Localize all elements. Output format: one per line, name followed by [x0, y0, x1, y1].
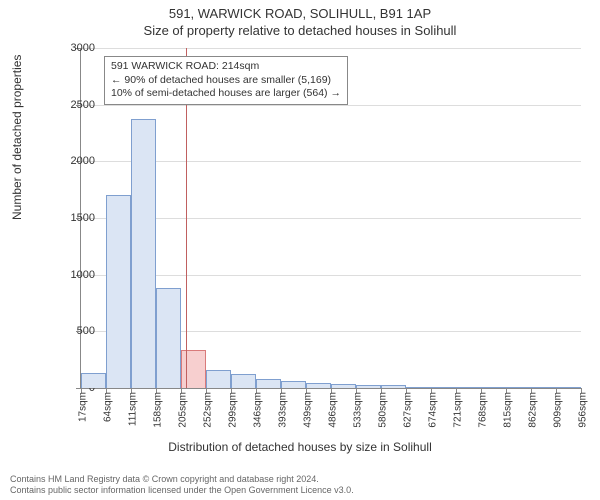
annotation-line: 10% of semi-detached houses are larger (… — [111, 87, 341, 101]
histogram-bar — [406, 387, 431, 388]
xtick-label: 158sqm — [153, 392, 164, 428]
annotation-line: ← 90% of detached houses are smaller (5,… — [111, 74, 341, 88]
y-axis-label: Number of detached properties — [10, 55, 24, 220]
title-address: 591, WARWICK ROAD, SOLIHULL, B91 1AP — [0, 0, 600, 21]
gridline — [81, 218, 581, 219]
xtick-label: 721sqm — [453, 392, 464, 428]
xtick-label: 64sqm — [103, 392, 114, 422]
xtick-label: 956sqm — [578, 392, 589, 428]
xtick-label: 674sqm — [428, 392, 439, 428]
annotation-line: 591 WARWICK ROAD: 214sqm — [111, 60, 341, 74]
xtick-label: 627sqm — [403, 392, 414, 428]
xtick-label: 486sqm — [328, 392, 339, 428]
annotation-box: 591 WARWICK ROAD: 214sqm ← 90% of detach… — [104, 56, 348, 105]
xtick-label: 815sqm — [503, 392, 514, 428]
ytick-label: 2500 — [55, 99, 95, 111]
histogram-bar — [356, 385, 381, 388]
xtick-label: 580sqm — [378, 392, 389, 428]
title-subtitle: Size of property relative to detached ho… — [0, 21, 600, 38]
ytick-label: 1000 — [55, 269, 95, 281]
histogram-bar — [381, 385, 406, 388]
histogram-bar — [81, 373, 106, 388]
histogram-bar — [306, 383, 331, 388]
gridline — [81, 275, 581, 276]
xtick-label: 17sqm — [78, 392, 89, 422]
footer-line: Contains HM Land Registry data © Crown c… — [10, 474, 354, 485]
histogram-bar — [456, 387, 481, 388]
xtick-label: 862sqm — [528, 392, 539, 428]
gridline — [81, 161, 581, 162]
xtick-label: 205sqm — [178, 392, 189, 428]
histogram-bar — [156, 288, 181, 388]
histogram-bar — [531, 387, 556, 388]
highlight-bar — [181, 350, 206, 388]
x-axis-label: Distribution of detached houses by size … — [0, 440, 600, 454]
xtick-label: 768sqm — [478, 392, 489, 428]
histogram-bar — [106, 195, 131, 388]
footer-line: Contains public sector information licen… — [10, 485, 354, 496]
xtick-label: 252sqm — [203, 392, 214, 428]
xtick-label: 111sqm — [128, 392, 139, 426]
xtick-label: 439sqm — [303, 392, 314, 428]
histogram-bar — [131, 119, 156, 388]
xtick-label: 909sqm — [553, 392, 564, 428]
histogram-bar — [206, 370, 231, 388]
histogram-bar — [331, 384, 356, 388]
xtick-label: 533sqm — [353, 392, 364, 428]
ytick-label: 1500 — [55, 212, 95, 224]
histogram-bar — [431, 387, 456, 388]
xtick-label: 393sqm — [278, 392, 289, 428]
xtick-label: 346sqm — [253, 392, 264, 428]
histogram-bar — [281, 381, 306, 388]
gridline — [81, 48, 581, 49]
chart-container: 591, WARWICK ROAD, SOLIHULL, B91 1AP Siz… — [0, 0, 600, 500]
histogram-bar — [481, 387, 506, 388]
histogram-bar — [556, 387, 581, 388]
histogram-bar — [231, 374, 256, 388]
ytick-label: 2000 — [55, 155, 95, 167]
ytick-label: 500 — [55, 325, 95, 337]
histogram-bar — [506, 387, 531, 388]
footer-attribution: Contains HM Land Registry data © Crown c… — [10, 474, 354, 497]
xtick-label: 299sqm — [228, 392, 239, 428]
ytick-label: 3000 — [55, 42, 95, 54]
histogram-bar — [256, 379, 281, 388]
